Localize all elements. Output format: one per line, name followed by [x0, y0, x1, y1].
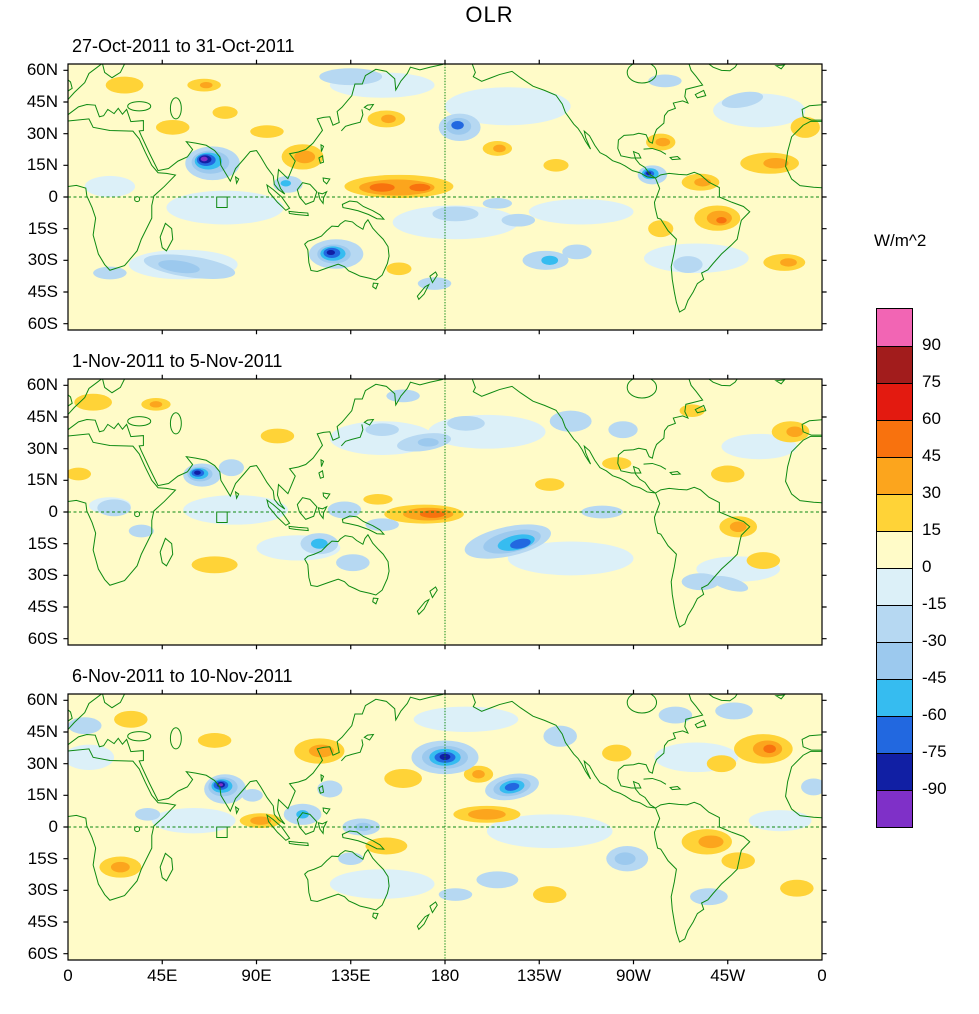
lat-tick-label: 30S	[27, 565, 58, 584]
x-axis: 0 45E 90E 135E 180 135W 90W 45W 0	[63, 966, 826, 988]
colorbar-block	[877, 420, 912, 457]
lon-tick-label: 90E	[241, 966, 272, 985]
lon-tick-label: 0	[63, 966, 73, 985]
colorbar-tick-label: 60	[922, 409, 941, 428]
colorbar-tick-label: 0	[922, 557, 932, 576]
map-panel-2	[62, 373, 828, 651]
colorbar-block	[877, 568, 912, 605]
colorbar-block	[877, 790, 912, 827]
anomaly-field	[68, 694, 822, 960]
colorbar-block	[877, 457, 912, 494]
lat-tick-label: 60N	[26, 690, 58, 709]
colorbar-tick-label: -30	[922, 631, 947, 650]
panel-1-title: 27-Oct-2011 to 31-Oct-2011	[72, 36, 295, 56]
colorbar-tick-label: 30	[922, 483, 941, 502]
lat-tick-label: 45N	[26, 92, 58, 111]
lat-tick-label: 15S	[27, 219, 58, 238]
figure-title: OLR	[465, 2, 514, 27]
anomaly-field	[68, 64, 822, 330]
lat-tick-label: 60N	[26, 375, 58, 394]
colorbar-block	[877, 494, 912, 531]
colorbar-block	[877, 531, 912, 568]
lat-tick-label: 30N	[26, 754, 58, 773]
colorbar-tick-label: -90	[922, 779, 947, 798]
colorbar-tick-label: 75	[922, 372, 941, 391]
lon-tick-label: 0	[817, 966, 827, 985]
lat-tick-label: 15N	[26, 785, 58, 804]
colorbar-block	[877, 605, 912, 642]
lat-tick-label: 15S	[27, 534, 58, 553]
lon-tick-label: 45E	[147, 966, 178, 985]
y-axis-panel-2: 60N 45N 30N 15N 0 15S 30S 45S 60S	[0, 375, 58, 648]
colorbar-block	[877, 309, 912, 346]
lat-tick-label: 15S	[27, 849, 58, 868]
lat-tick-label: 30N	[26, 124, 58, 143]
lat-tick-label: 60N	[26, 60, 58, 79]
lon-tick-label: 135E	[330, 966, 371, 985]
lat-tick-label: 0	[48, 817, 58, 836]
lon-tick-label: 45W	[710, 966, 746, 985]
lat-tick-label: 60S	[27, 629, 58, 648]
colorbar-tick-label: 45	[922, 446, 941, 465]
colorbar-tick-label: -45	[922, 668, 947, 687]
lat-tick-label: 45S	[27, 912, 58, 931]
colorbar-block	[877, 346, 912, 383]
lat-tick-label: 45S	[27, 597, 58, 616]
map-canvas-panel-1	[62, 58, 828, 336]
lon-tick-label: 90W	[616, 966, 651, 985]
colorbar-tick-label: 15	[922, 520, 941, 539]
colorbar-block	[877, 716, 912, 753]
map-panel-1	[62, 58, 828, 336]
colorbar	[876, 308, 913, 828]
y-axis-panel-3: 60N 45N 30N 15N 0 15S 30S 45S 60S	[0, 690, 58, 963]
colorbar-block	[877, 679, 912, 716]
lat-tick-label: 30S	[27, 880, 58, 899]
colorbar-tick-label: -60	[922, 705, 947, 724]
colorbar-block	[877, 383, 912, 420]
lon-tick-label: 180	[430, 966, 460, 985]
panel-3-title: 6-Nov-2011 to 10-Nov-2011	[72, 666, 293, 686]
panel-2-title: 1-Nov-2011 to 5-Nov-2011	[72, 351, 283, 371]
anomaly-field	[68, 379, 822, 645]
lat-tick-label: 30S	[27, 250, 58, 269]
lat-tick-label: 45N	[26, 407, 58, 426]
lat-tick-label: 45S	[27, 282, 58, 301]
lat-tick-label: 0	[48, 187, 58, 206]
lon-tick-label: 135W	[517, 966, 562, 985]
lat-tick-label: 15N	[26, 470, 58, 489]
colorbar-block	[877, 753, 912, 790]
colorbar-block	[877, 642, 912, 679]
map-canvas-panel-2	[62, 373, 828, 651]
lat-tick-label: 15N	[26, 155, 58, 174]
map-panel-3	[62, 688, 828, 966]
lat-tick-label: 0	[48, 502, 58, 521]
colorbar-tick-label: -15	[922, 594, 947, 613]
lat-tick-label: 60S	[27, 944, 58, 963]
map-canvas-panel-3	[62, 688, 828, 966]
y-axis-panel-1: 60N 45N 30N 15N 0 15S 30S 45S 60S	[0, 60, 58, 333]
colorbar-tick-label: 90	[922, 335, 941, 354]
lat-tick-label: 45N	[26, 722, 58, 741]
colorbar-blocks	[877, 309, 912, 827]
lat-tick-label: 30N	[26, 439, 58, 458]
colorbar-tick-label: -75	[922, 742, 947, 761]
colorbar-unit-label: W/m^2	[874, 231, 927, 250]
lat-tick-label: 60S	[27, 314, 58, 333]
